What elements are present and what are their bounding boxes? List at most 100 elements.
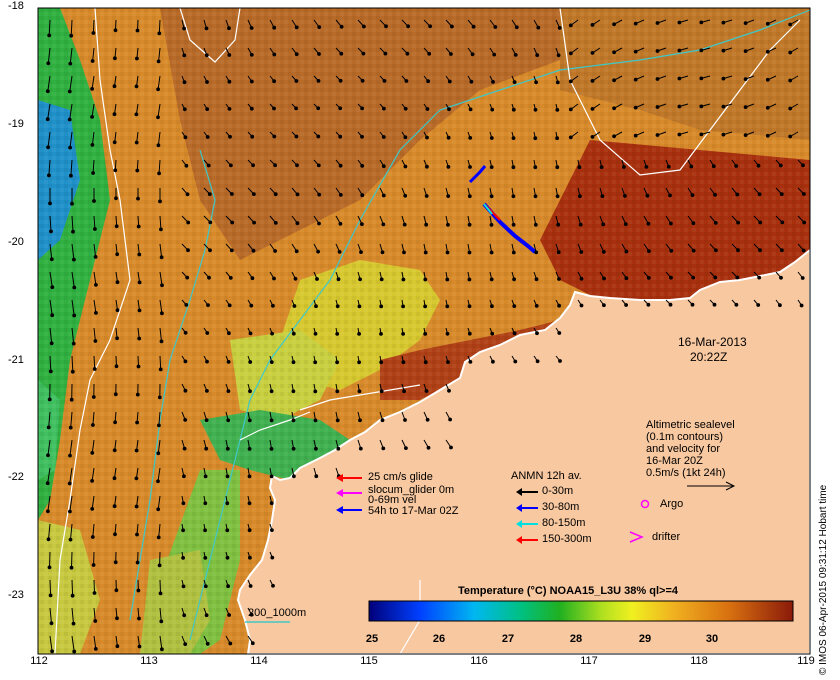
velocity-arrow-head [294, 106, 299, 111]
velocity-arrow-head [577, 165, 582, 170]
velocity-arrow-head [382, 79, 387, 83]
velocity-arrow-head [743, 77, 748, 81]
velocity-arrow-head [227, 53, 232, 57]
velocity-arrow-head [533, 194, 538, 199]
velocity-arrow [69, 131, 73, 148]
velocity-arrow-head [112, 476, 117, 481]
velocity-arrow-head [358, 446, 363, 451]
anmn-legend-item: 80-150m [542, 517, 586, 529]
velocity-arrow-head [183, 135, 188, 140]
velocity-arrow-head [743, 21, 748, 26]
velocity-arrow-head [72, 257, 76, 262]
velocity-arrow-head [511, 250, 516, 255]
velocity-arrow-head [578, 222, 583, 227]
velocity-arrow-head [134, 504, 139, 509]
velocity-arrow-head [379, 304, 384, 309]
velocity-arrow-head [113, 28, 118, 33]
velocity-arrow [49, 551, 51, 568]
velocity-arrow-head [713, 192, 717, 197]
velocity-arrow-head [401, 360, 406, 365]
velocity-arrow-head [115, 616, 119, 621]
velocity-arrow-head [114, 196, 118, 201]
velocity-arrow [71, 355, 74, 372]
velocity-arrow-head [46, 61, 51, 66]
velocity-arrow-head [383, 51, 388, 56]
velocity-arrow-head [68, 425, 73, 430]
velocity-arrow-head [423, 332, 428, 336]
velocity-arrow-head [157, 563, 162, 568]
velocity-arrow-head [536, 25, 541, 30]
velocity-arrow [48, 411, 51, 428]
velocity-arrow-head [557, 303, 561, 308]
velocity-arrow [71, 579, 74, 596]
velocity-arrow-head [135, 420, 140, 425]
velocity-arrow-head [557, 331, 562, 335]
velocity-arrow-head [669, 275, 673, 280]
velocity-arrow [48, 159, 51, 176]
velocity-arrow-head [205, 359, 209, 364]
velocity-arrow-head [247, 501, 252, 506]
velocity-arrow [49, 243, 53, 260]
velocity-arrow-head [534, 304, 539, 308]
velocity-arrow-head [183, 330, 188, 335]
velocity-arrow-head [186, 220, 191, 225]
velocity-arrow-head [67, 117, 72, 122]
velocity-arrow-head [335, 304, 340, 309]
velocity-arrow-head [513, 359, 518, 364]
velocity-arrow-head [93, 647, 98, 651]
velocity-arrow [92, 159, 95, 174]
velocity-arrow-head [445, 304, 450, 309]
velocity-arrow-head [690, 193, 695, 198]
velocity-arrow-head [91, 395, 96, 399]
velocity-arrow-head [93, 619, 98, 623]
velocity-arrow-head [690, 302, 695, 307]
velocity-arrow-head [90, 535, 95, 539]
velocity-arrow-head [743, 49, 748, 53]
velocity-arrow-head [556, 250, 561, 255]
velocity-arrow [159, 299, 163, 314]
velocity-arrow-head [115, 308, 120, 313]
velocity-arrow-head [534, 277, 539, 282]
velocity-arrow-head [338, 134, 343, 139]
velocity-arrow-head [406, 24, 411, 29]
velocity-arrow-head [68, 453, 72, 458]
velocity-arrow-head [204, 446, 209, 451]
velocity-arrow-head [134, 448, 139, 453]
velocity-arrow-head [403, 106, 408, 111]
velocity-arrow-head [135, 532, 139, 537]
velocity-arrow-head [156, 143, 161, 148]
drifter-marker [629, 531, 644, 543]
velocity-arrow-head [251, 163, 256, 168]
velocity-arrow-head [69, 397, 74, 402]
velocity-arrow-head [293, 276, 298, 281]
velocity-arrow-head [449, 445, 453, 450]
velocity-arrow-head [137, 308, 142, 313]
velocity-arrow [91, 439, 95, 453]
velocity-arrow [93, 215, 96, 230]
velocity-arrow-head [50, 285, 55, 290]
velocity-arrow-head [252, 220, 257, 225]
velocity-arrow-head [425, 107, 430, 111]
velocity-arrow-head [207, 275, 211, 280]
lon-tick-label: 119 [797, 655, 815, 667]
velocity-arrow-head [208, 220, 213, 225]
velocity-arrow [93, 607, 96, 622]
velocity-arrow-head [137, 252, 142, 257]
velocity-arrow-head [646, 302, 651, 307]
velocity-arrow-head [68, 145, 72, 150]
velocity-arrow-head [313, 360, 318, 365]
velocity-arrow-head [381, 446, 386, 451]
velocity-arrow [91, 467, 95, 481]
velocity-arrow-head [112, 140, 117, 145]
velocity-arrow-head [646, 276, 651, 280]
velocity-arrow-head [182, 53, 187, 58]
velocity-arrow-head [743, 133, 748, 138]
velocity-arrow-head [568, 107, 573, 112]
velocity-arrow-head [270, 555, 275, 560]
velocity-arrow [93, 579, 95, 594]
velocity-arrow-head [446, 360, 450, 365]
velocity-arrow-head [225, 555, 230, 560]
velocity-arrow-head [250, 276, 255, 281]
velocity-arrow [93, 271, 97, 285]
velocity-arrow [157, 131, 161, 146]
